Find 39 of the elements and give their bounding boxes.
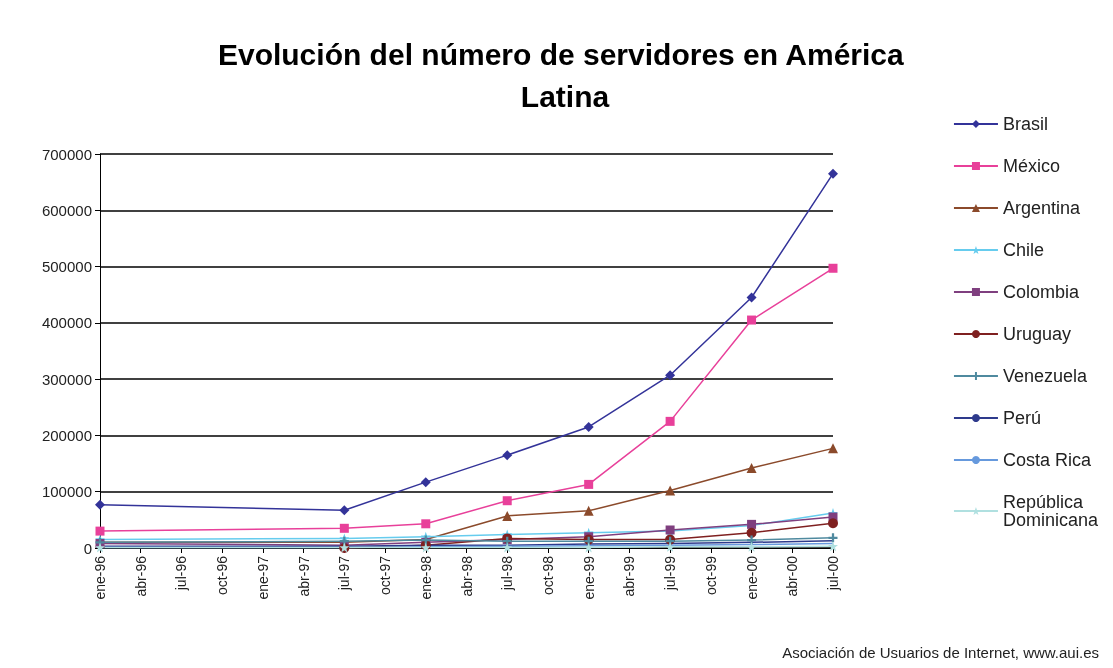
x-tick-label: ene-98 xyxy=(417,555,434,600)
legend-label: Costa Rica xyxy=(1002,450,1092,470)
x-tick-label: ene-00 xyxy=(743,555,760,600)
x-tick-label: oct-99 xyxy=(702,555,719,595)
y-tick-label: 300000 xyxy=(41,370,92,388)
legend-label: Brasil xyxy=(1002,114,1048,134)
legend-label: República Dominicana xyxy=(1002,492,1099,530)
y-tick-label: 700000 xyxy=(41,145,92,163)
y-tick-label: 500000 xyxy=(41,258,92,276)
legend-label: Chile xyxy=(1002,240,1044,260)
x-tick-label: jul-99 xyxy=(662,555,679,592)
x-tick-label: abr-97 xyxy=(295,555,312,597)
x-tick-label: jul-98 xyxy=(499,555,516,592)
y-tick-label: 100000 xyxy=(41,483,92,501)
x-tick-label: ene-97 xyxy=(254,555,271,600)
x-tick-label: ene-99 xyxy=(580,555,597,600)
x-tick-label: jul-97 xyxy=(336,555,353,592)
text: Asociación de Usuarios de Internet, www.aui.es xyxy=(782,644,1100,661)
legend-label: Colombia xyxy=(1002,282,1080,302)
legend-label: Uruguay xyxy=(1002,324,1071,344)
legend-label: Perú xyxy=(1002,408,1041,428)
y-tick-label: 0 xyxy=(83,539,92,557)
x-tick-label: jul-00 xyxy=(825,555,841,592)
legend-label: México xyxy=(1002,156,1060,176)
x-tick-label: jul-96 xyxy=(173,555,190,592)
legend-label: Argentina xyxy=(1002,198,1081,218)
y-tick-label: 400000 xyxy=(41,314,92,332)
legend-label: Venezuela xyxy=(1002,366,1089,386)
x-tick-label: oct-98 xyxy=(539,555,556,595)
x-tick-label: abr-98 xyxy=(458,555,475,597)
x-tick-label: abr-00 xyxy=(784,555,801,597)
y-tick-label: 200000 xyxy=(41,426,92,444)
chart-title: Evolución del número de servidores en América Latina xyxy=(217,37,913,113)
x-tick-label: oct-97 xyxy=(377,555,394,595)
x-tick-label: abr-96 xyxy=(132,555,149,597)
y-tick-label: 600000 xyxy=(41,201,92,219)
x-tick-label: oct-96 xyxy=(214,555,231,595)
x-tick-label: abr-99 xyxy=(621,555,638,597)
x-tick-label: ene-96 xyxy=(92,555,108,600)
